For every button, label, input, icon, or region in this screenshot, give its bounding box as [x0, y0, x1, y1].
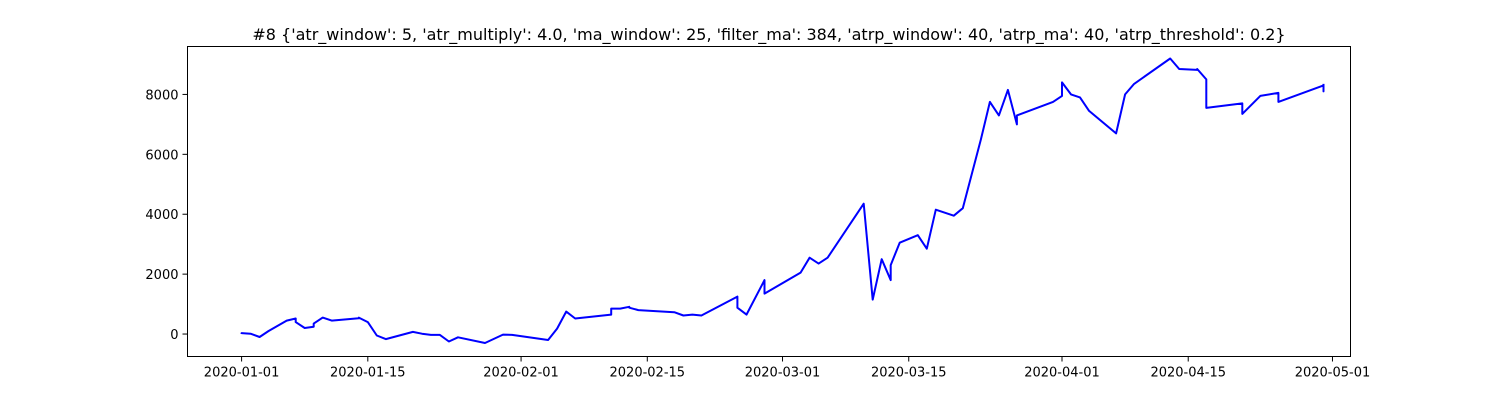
x-tick-label: 2020-02-15 — [610, 366, 686, 381]
y-tick-label: 8000 — [145, 88, 178, 103]
x-tick-label: 2020-05-01 — [1295, 366, 1371, 381]
x-tick-label: 2020-01-15 — [330, 366, 406, 381]
series-line — [240, 57, 1325, 344]
x-tick-label: 2020-04-01 — [1024, 366, 1100, 381]
plot-area — [187, 46, 1351, 357]
x-tick-label: 2020-03-15 — [871, 366, 947, 381]
x-tick-label: 2020-01-01 — [204, 366, 280, 381]
x-tick-label: 2020-03-01 — [745, 366, 821, 381]
y-tick-label: 4000 — [145, 208, 178, 223]
y-tick-label: 2000 — [145, 268, 178, 283]
y-axis: 0 2000 4000 6000 8000 — [145, 88, 188, 343]
y-tick-label: 6000 — [145, 148, 178, 163]
chart-title: #8 {'atr_window': 5, 'atr_multiply': 4.0… — [252, 25, 1285, 45]
y-tick-label: 0 — [170, 328, 178, 343]
x-tick-label: 2020-02-01 — [483, 366, 559, 381]
x-axis: 2020-01-01 2020-01-15 2020-02-01 2020-02-15… — [204, 356, 1371, 381]
x-tick-label: 2020-04-15 — [1150, 366, 1226, 381]
series-layer — [240, 57, 1325, 344]
